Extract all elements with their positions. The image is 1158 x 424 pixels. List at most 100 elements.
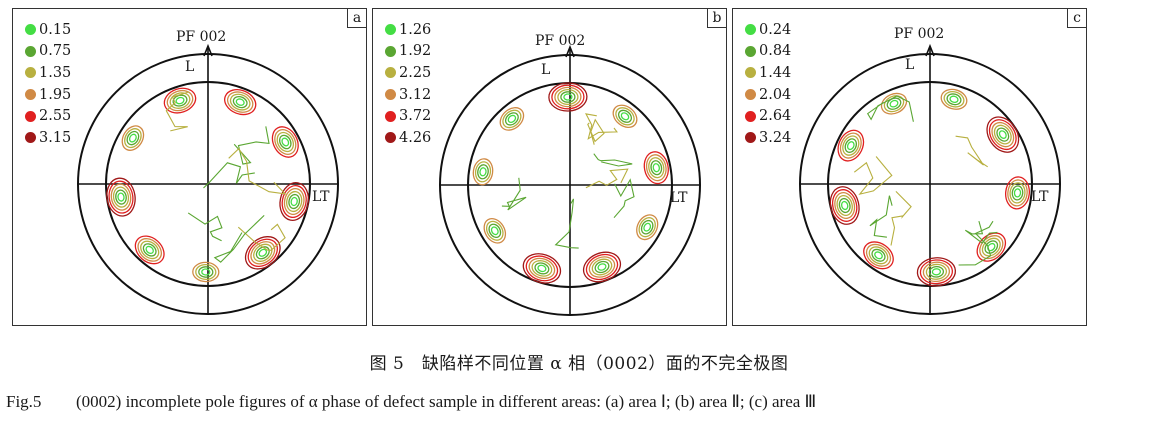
contour-ring: [504, 112, 519, 126]
legend-swatch: [25, 89, 36, 101]
legend-swatch: [745, 24, 756, 36]
legend-value: 1.35: [39, 64, 72, 81]
legend-item: 2.55: [25, 105, 71, 127]
contour-ring: [889, 99, 899, 108]
legend-swatch: [385, 110, 396, 122]
contour-ring: [588, 256, 616, 278]
contour-ring: [140, 240, 160, 260]
contour-ring: [283, 187, 305, 216]
interior-contour: [613, 178, 635, 219]
legend-value: 1.92: [399, 43, 432, 60]
legend-value: 3.24: [759, 129, 792, 146]
legend-item: 3.24: [745, 127, 791, 149]
caption-text: (0002) incomplete pole figures of α phas…: [76, 392, 817, 411]
contour-ring: [288, 193, 301, 210]
interior-contour: [165, 91, 190, 132]
legend-value: 2.25: [399, 64, 432, 81]
legend-swatch: [385, 24, 396, 36]
contour-ring: [617, 109, 633, 123]
contour-ring: [145, 245, 154, 255]
pole-figure-plot-c: [799, 43, 1061, 315]
contour-ring: [279, 182, 310, 221]
contour-ring: [943, 91, 965, 108]
contour-ring: [591, 258, 613, 276]
contour-ring: [286, 190, 303, 213]
contour-ring: [946, 93, 962, 106]
panel-letter: a: [347, 8, 367, 28]
contour-ring: [474, 161, 492, 183]
contour-ring: [863, 241, 894, 270]
contour-ring: [281, 137, 290, 147]
contour-ring: [166, 89, 194, 112]
legend-value: 0.24: [759, 21, 792, 38]
contour-ring: [198, 266, 214, 278]
contour-ring: [919, 259, 954, 285]
legend-swatch: [385, 67, 396, 79]
legend-value: 0.75: [39, 43, 72, 60]
contour-ring: [839, 132, 862, 159]
contour-ring: [126, 130, 140, 146]
contour-ring: [278, 134, 292, 150]
contour-ring: [490, 226, 499, 236]
top-axis-label: L: [185, 59, 195, 75]
top-axis-label: L: [905, 57, 915, 73]
contour-ring: [169, 92, 191, 109]
legend-item: 0.75: [25, 41, 71, 63]
contour-ring: [195, 263, 217, 281]
contour-ring: [1007, 179, 1028, 207]
contour-ring: [831, 189, 858, 222]
pole-figure-panel-b: b 1.26 1.92 2.25 3.12 3.72 4.26 PF 002 L…: [372, 8, 727, 326]
contour-ring: [528, 257, 556, 280]
contour-ring: [648, 157, 665, 179]
right-axis-label: LT: [670, 190, 688, 206]
contour-ring: [998, 130, 1007, 139]
contour-ring: [615, 107, 635, 126]
legend-swatch: [745, 67, 756, 79]
legend-item: 3.15: [25, 127, 71, 149]
contour-ring: [142, 243, 157, 257]
legend-item: 2.25: [385, 62, 431, 84]
interior-contour: [228, 147, 287, 195]
interior-contour: [585, 113, 618, 140]
interior-contour: [958, 220, 994, 266]
legend-item: 1.26: [385, 19, 431, 41]
interior-contour: [213, 215, 265, 263]
legend-value: 3.15: [39, 129, 72, 146]
legend-item: 0.24: [745, 19, 791, 41]
contour-ring: [128, 133, 137, 143]
contour-ring: [993, 124, 1012, 145]
contour-ring: [640, 219, 654, 235]
contour-ring: [502, 109, 522, 129]
contour-ring: [525, 255, 559, 282]
contour-ring: [643, 222, 652, 232]
legend-swatch: [25, 67, 36, 79]
pf-label: PF 002: [176, 29, 227, 45]
contour-ring: [531, 260, 553, 277]
contour-ring: [880, 92, 908, 115]
legend: 0.15 0.75 1.35 1.95 2.55 3.15: [25, 19, 71, 149]
panel-letter: b: [707, 8, 727, 28]
caption-figure-label: Fig.5: [6, 392, 42, 411]
contour-ring: [874, 251, 883, 260]
contour-ring: [865, 243, 892, 267]
legend-item: 1.92: [385, 41, 431, 63]
panel-letter: c: [1067, 8, 1087, 28]
contour-ring: [1004, 176, 1031, 210]
contour-ring: [645, 154, 667, 182]
contour-ring: [922, 261, 951, 283]
legend-swatch: [25, 132, 36, 144]
legend-value: 2.64: [759, 108, 792, 125]
interior-contour: [593, 153, 633, 167]
legend-item: 0.84: [745, 41, 791, 63]
contour-ring: [582, 251, 622, 283]
interior-contour: [237, 223, 286, 251]
legend-item: 3.12: [385, 84, 431, 106]
pf-label: PF 002: [894, 26, 945, 42]
contour-ring: [1009, 182, 1026, 204]
caption-english: Fig.5 (0002) incomplete pole figures of α…: [6, 392, 1156, 412]
interior-contour: [853, 156, 893, 196]
contour-ring: [931, 268, 942, 276]
contour-ring: [477, 164, 489, 180]
legend-swatch: [25, 24, 36, 36]
contour-ring: [842, 135, 860, 156]
